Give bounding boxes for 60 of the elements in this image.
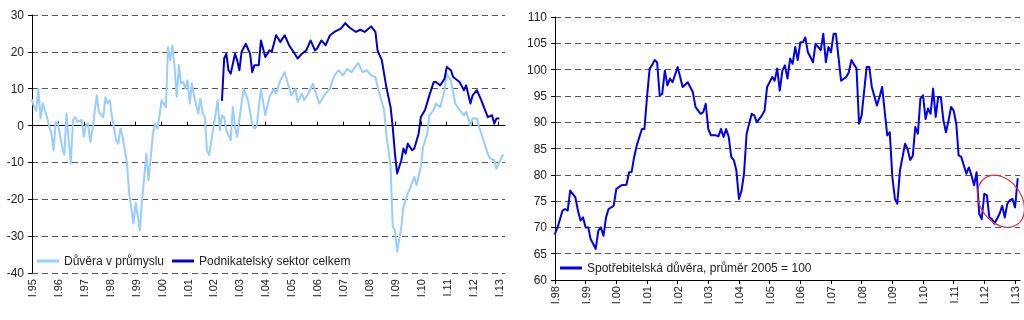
- x-tick-label: I.96: [51, 279, 64, 298]
- x-tick-label: I.04: [259, 279, 272, 298]
- y-tick-label: 0: [17, 118, 25, 133]
- x-tick-label: I.11: [947, 286, 960, 304]
- y-tick-label: -30: [6, 229, 25, 244]
- x-tick-label: I.98: [103, 279, 116, 298]
- y-tick-label: 30: [10, 8, 25, 22]
- x-tick-label: I.07: [337, 279, 350, 298]
- x-tick-label: I.05: [763, 286, 776, 305]
- legend-label: Důvěra v průmyslu: [64, 254, 165, 268]
- y-tick-label: 90: [533, 115, 548, 130]
- x-tick-label: I.06: [794, 286, 807, 305]
- x-tick-label: I.00: [155, 279, 168, 298]
- x-tick-label: I.08: [362, 279, 375, 298]
- x-tick-label: I.03: [233, 279, 246, 298]
- line-series: [554, 32, 1019, 250]
- x-tick-label: I.02: [207, 279, 220, 298]
- x-tick-label: I.03: [702, 286, 715, 305]
- y-tick-label: 95: [533, 88, 548, 103]
- x-tick-label: I.00: [610, 286, 623, 305]
- x-tick-label: I.05: [285, 279, 298, 298]
- x-tick-label: I.09: [886, 286, 899, 305]
- x-tick-label: I.07: [824, 286, 837, 305]
- y-tick-label: 105: [526, 36, 548, 51]
- x-tick-label: I.95: [26, 279, 38, 298]
- x-tick-label: I.99: [579, 286, 592, 305]
- x-tick-label: I.98: [549, 286, 561, 305]
- y-tick-label: 75: [533, 194, 548, 209]
- y-tick-label: 60: [533, 273, 548, 287]
- x-tick-label: I.01: [641, 286, 654, 305]
- y-tick-label: 85: [533, 141, 548, 156]
- x-tick-label: I.09: [388, 279, 401, 298]
- x-tick-label: I.13: [492, 279, 505, 298]
- y-tick-label: 100: [526, 62, 548, 77]
- y-tick-label: -40: [6, 266, 25, 280]
- x-tick-label: I.10: [917, 286, 930, 305]
- x-tick-label: I.06: [311, 279, 324, 298]
- y-tick-label: 70: [533, 220, 548, 235]
- x-tick-label: I.12: [978, 286, 991, 305]
- y-tick-label: -20: [6, 192, 25, 207]
- y-tick-label: 110: [527, 10, 548, 24]
- x-tick-label: I.10: [414, 279, 427, 298]
- y-tick-label: 80: [533, 167, 548, 182]
- y-tick-label: 65: [533, 246, 548, 261]
- x-tick-label: I.11: [440, 279, 453, 297]
- x-tick-label: I.13: [1009, 286, 1022, 305]
- x-tick-label: I.97: [77, 279, 90, 298]
- x-tick-label: I.08: [855, 286, 868, 305]
- line-series: [31, 44, 504, 253]
- y-tick-label: 20: [10, 44, 25, 59]
- legend-label: Podnikatelský sektor celkem: [199, 254, 351, 268]
- x-tick-label: I.02: [671, 286, 684, 305]
- x-tick-label: I.12: [466, 279, 479, 298]
- line-series: [220, 22, 500, 175]
- x-tick-label: I.99: [129, 279, 142, 298]
- legend-label: Spotřebitelská důvěra, průměr 2005 = 100: [587, 261, 812, 275]
- y-tick-label: -10: [6, 155, 25, 170]
- x-tick-label: I.01: [181, 279, 194, 298]
- y-tick-label: 10: [10, 81, 25, 96]
- x-tick-label: I.04: [732, 286, 745, 305]
